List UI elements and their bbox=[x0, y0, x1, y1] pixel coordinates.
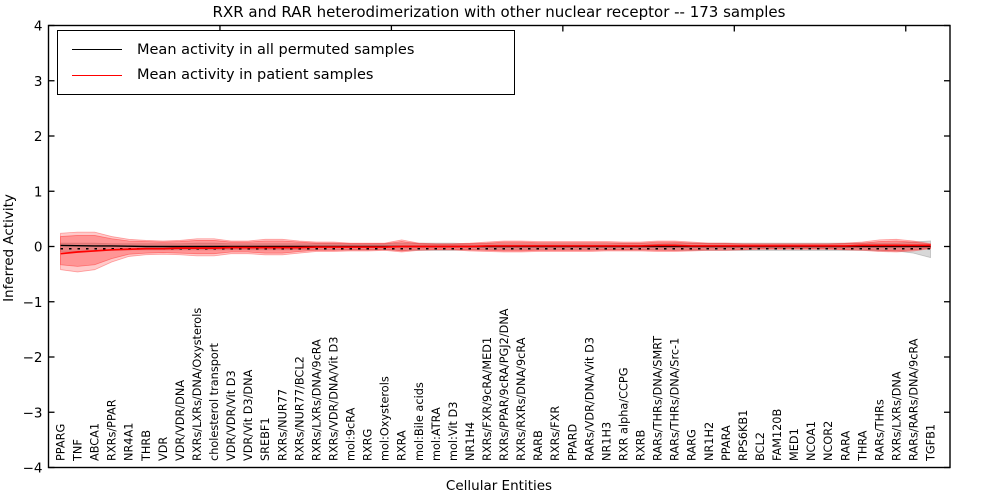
x-tick-label: THRA bbox=[856, 430, 869, 462]
x-tick-label: RXRG bbox=[362, 429, 375, 461]
y-tick-label: −2 bbox=[23, 350, 43, 366]
legend-box: Mean activity in all permuted samples Me… bbox=[57, 30, 515, 95]
y-ticks: 4 3 2 1 0 −1 −2 −3 −4 bbox=[23, 19, 950, 477]
x-tick-label: NR4A1 bbox=[123, 423, 136, 461]
patient-samples-std-band-outer bbox=[60, 231, 931, 273]
x-tick-label: FAM120B bbox=[771, 409, 784, 461]
x-tick-label: RXRs/RXRs/DNA/9cRA bbox=[515, 337, 528, 461]
x-tick-label: RXRA bbox=[396, 430, 409, 461]
legend-entry-patient: Mean activity in patient samples bbox=[72, 64, 514, 86]
x-tick-label: RXRs/PPAR bbox=[106, 399, 119, 461]
x-tick-labels: PPARG TNF ABCA1 RXRs/PPAR NR4A1 THRB VDR VDR/VD… bbox=[55, 308, 938, 462]
x-tick-label: RXRs/LXRs/DNA bbox=[890, 371, 903, 461]
x-tick-label: MED1 bbox=[788, 428, 801, 461]
x-tick-label: cholesterol transport bbox=[208, 343, 221, 461]
x-tick-label: RXRs/PPAR/9cRA/PGJ2/DNA bbox=[498, 308, 511, 461]
x-tick-label: VDR/Vit D3/DNA bbox=[242, 369, 255, 461]
red-line-swatch-icon bbox=[72, 74, 122, 76]
x-tick-label: RXRs/VDR/DNA/Vit D3 bbox=[327, 337, 340, 461]
x-tick-label: RXRs/LXRs/DNA/9cRA bbox=[310, 339, 323, 461]
y-tick-label: −3 bbox=[23, 405, 43, 421]
x-tick-label: RARs/RARs/DNA/9cRA bbox=[908, 338, 921, 461]
x-tick-label: SREBF1 bbox=[259, 417, 272, 461]
x-tick-label: RXR alpha/CCPG bbox=[617, 368, 630, 462]
y-tick-label: −1 bbox=[23, 295, 43, 311]
patient-samples-std-band-inner bbox=[60, 235, 931, 267]
x-tick-label: mol:ATRA bbox=[430, 407, 443, 461]
x-tick-label: RXRs/NUR77/BCL2 bbox=[293, 356, 306, 461]
x-tick-label: BCL2 bbox=[754, 432, 767, 461]
x-tick-label: RXRs/FXR bbox=[549, 406, 562, 461]
legend-entry-permuted: Mean activity in all permuted samples bbox=[72, 39, 514, 61]
x-tick-label: TGFB1 bbox=[925, 424, 938, 462]
y-tick-label: 4 bbox=[34, 19, 43, 35]
x-tick-label: VDR/VDR/DNA bbox=[174, 380, 187, 461]
x-tick-label: TNF bbox=[72, 439, 85, 462]
x-tick-label: NCOR2 bbox=[822, 421, 835, 461]
x-tick-label: RARs/THRs/DNA/Src-1 bbox=[669, 338, 682, 461]
x-tick-label: RARA bbox=[839, 430, 852, 461]
legend-label-patient: Mean activity in patient samples bbox=[137, 67, 374, 84]
x-tick-label: RXRs/NUR77 bbox=[276, 389, 289, 461]
x-tick-label: RXRs/FXR/9cRA/MED1 bbox=[481, 337, 494, 461]
y-tick-label: 0 bbox=[34, 240, 43, 256]
x-tick-label: RARs/THRs/DNA/SMRT bbox=[652, 336, 665, 461]
x-tick-label: RARs/THRs bbox=[873, 399, 886, 461]
x-tick-label: RARG bbox=[686, 429, 699, 461]
x-tick-label: mol:Oxysterols bbox=[379, 376, 392, 461]
x-tick-label: VDR bbox=[157, 437, 170, 461]
x-tick-label: THRB bbox=[140, 430, 153, 462]
x-tick-label: mol:Vit D3 bbox=[447, 402, 460, 461]
x-tick-label: NR1H4 bbox=[464, 422, 477, 461]
x-tick-label: PPARD bbox=[566, 424, 579, 461]
x-tick-label: RPS6KB1 bbox=[737, 410, 750, 461]
legend-label-permuted: Mean activity in all permuted samples bbox=[137, 41, 415, 58]
x-tick-label: mol:9cRA bbox=[345, 407, 358, 461]
x-tick-label: NR1H3 bbox=[600, 422, 613, 461]
x-tick-label: NCOA1 bbox=[805, 421, 818, 461]
y-tick-label: −4 bbox=[23, 461, 43, 477]
x-tick-label: PPARG bbox=[55, 424, 68, 461]
x-tick-label: RARB bbox=[532, 430, 545, 461]
x-tick-label: PPARA bbox=[720, 425, 733, 461]
x-tick-label: mol:Bile acids bbox=[413, 382, 426, 461]
black-line-swatch-icon bbox=[72, 49, 122, 51]
x-axis-label: Cellular Entities bbox=[445, 478, 553, 494]
patient-mean-line bbox=[60, 244, 931, 255]
y-tick-label: 1 bbox=[34, 184, 43, 200]
x-tick-label: RARs/VDR/DNA/Vit D3 bbox=[583, 337, 596, 461]
x-tick-label: RXRB bbox=[635, 430, 648, 461]
y-tick-label: 2 bbox=[34, 129, 43, 145]
x-tick-label: VDR/VDR/Vit D3 bbox=[225, 370, 238, 461]
chart-title: RXR and RAR heterodimerization with othe… bbox=[212, 3, 786, 21]
x-tick-label: ABCA1 bbox=[89, 423, 102, 461]
y-tick-label: 3 bbox=[34, 74, 43, 90]
x-tick-label: RXRs/LXRs/DNA/Oxysterols bbox=[191, 308, 204, 461]
x-tick-label: NR1H2 bbox=[703, 422, 716, 461]
